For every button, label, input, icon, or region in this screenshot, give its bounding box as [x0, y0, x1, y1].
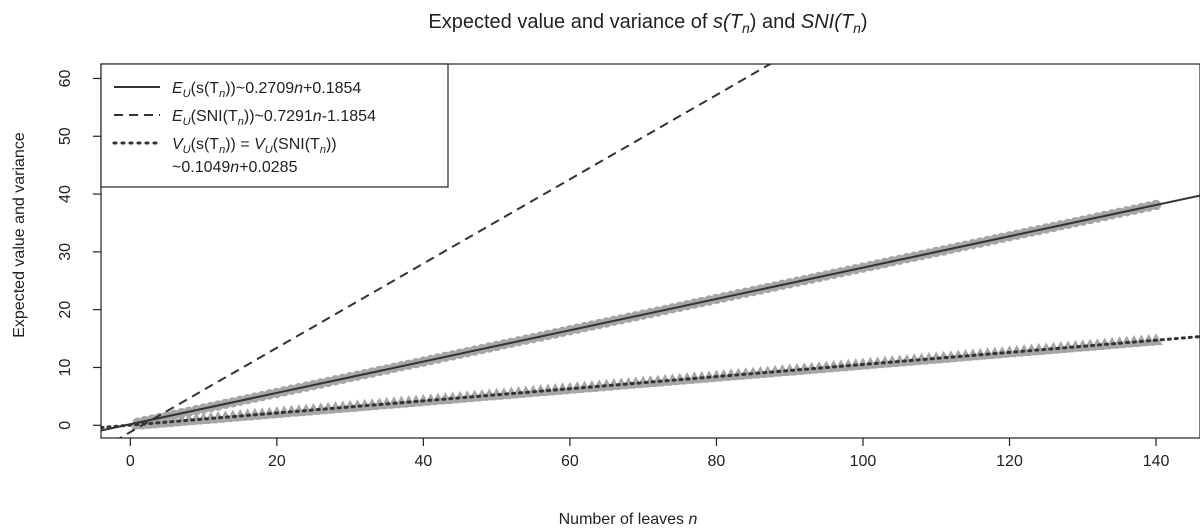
x-tick-label: 80 — [708, 453, 726, 470]
x-axis: 0 20 40 60 80 100 120 140 — [126, 438, 1170, 470]
y-tick-label: 10 — [57, 358, 74, 376]
x-tick-label: 60 — [561, 453, 579, 470]
x-tick-label: 100 — [850, 453, 877, 470]
series-line-dotted — [101, 335, 1200, 430]
series-line-solid — [101, 194, 1200, 432]
chart-title: Expected value and variance of s(Tn) and… — [428, 11, 867, 36]
x-tick-label: 0 — [126, 453, 135, 470]
legend-item-1: EU(s(Tn))~0.2709n+0.1854 — [172, 80, 361, 100]
x-tick-label: 40 — [414, 453, 432, 470]
y-tick-label: 20 — [57, 301, 74, 319]
legend: EU(s(Tn))~0.2709n+0.1854 EU(SNI(Tn))~0.7… — [100, 63, 449, 188]
legend-item-3: VU(s(Tn)) = VU(SNI(Tn)) — [172, 136, 337, 156]
y-axis-label: Expected value and variance — [11, 132, 28, 338]
x-axis-label: Number of leaves n — [559, 511, 698, 528]
y-tick-label: 40 — [57, 185, 74, 203]
y-axis: 0 10 20 30 40 50 60 — [57, 69, 101, 430]
y-tick-label: 30 — [57, 243, 74, 261]
legend-box — [100, 63, 449, 188]
legend-item-3-line2: ~0.1049n+0.0285 — [172, 159, 298, 176]
x-tick-label: 120 — [996, 453, 1023, 470]
y-tick-label: 60 — [57, 69, 74, 87]
y-tick-label: 50 — [57, 127, 74, 145]
plot-frame — [100, 63, 1200, 439]
lines-layer — [101, 64, 1200, 438]
series-line-dashed — [118, 64, 773, 438]
x-tick-label: 20 — [268, 453, 286, 470]
y-tick-label: 0 — [57, 421, 74, 430]
x-tick-label: 140 — [1143, 453, 1170, 470]
legend-item-2: EU(SNI(Tn))~0.7291n-1.1854 — [172, 108, 376, 128]
